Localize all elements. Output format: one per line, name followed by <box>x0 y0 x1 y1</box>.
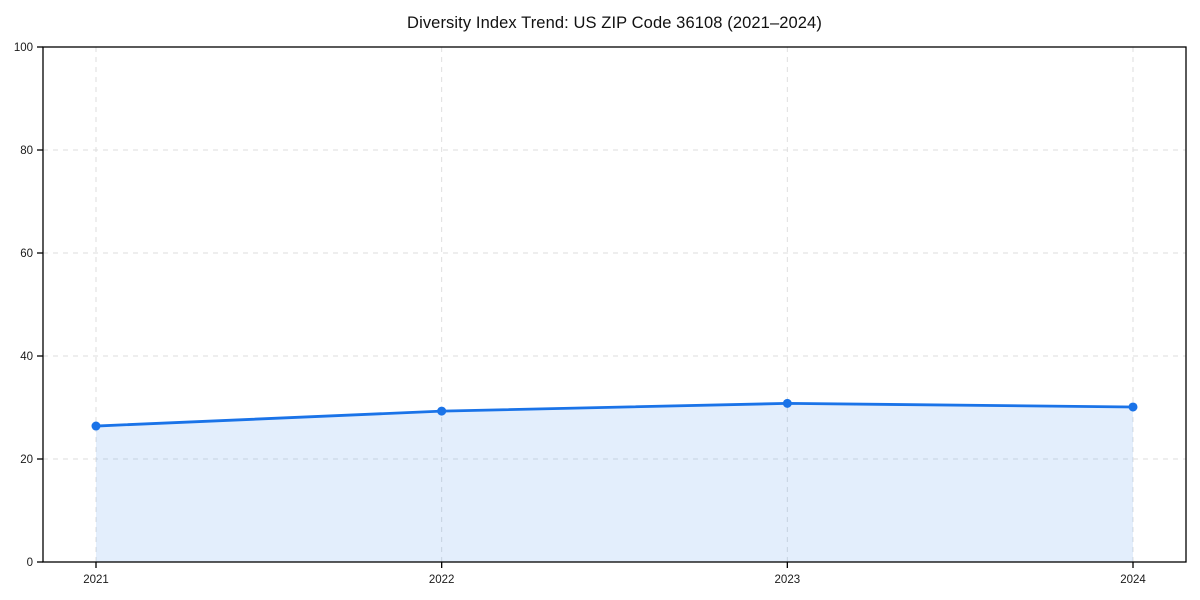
y-tick-label: 20 <box>20 454 33 466</box>
x-tick-label: 2024 <box>1120 574 1146 586</box>
y-tick-label: 0 <box>27 557 33 569</box>
axes-box <box>42 46 1187 563</box>
x-tick-label: 2021 <box>83 574 109 586</box>
y-tick-label: 100 <box>14 42 33 54</box>
x-tick-label: 2022 <box>429 574 455 586</box>
trend-line <box>94 401 1135 428</box>
chart-title: Diversity Index Trend: US ZIP Code 36108… <box>407 14 822 32</box>
area-fill <box>96 403 1133 562</box>
y-tick-label: 60 <box>20 248 33 260</box>
data-point <box>91 421 101 431</box>
data-point <box>437 406 447 416</box>
y-tick-label: 40 <box>20 351 33 363</box>
data-point <box>782 398 792 408</box>
y-tick-label: 80 <box>20 145 33 157</box>
data-point <box>1128 402 1138 412</box>
x-tick-label: 2023 <box>775 574 801 586</box>
